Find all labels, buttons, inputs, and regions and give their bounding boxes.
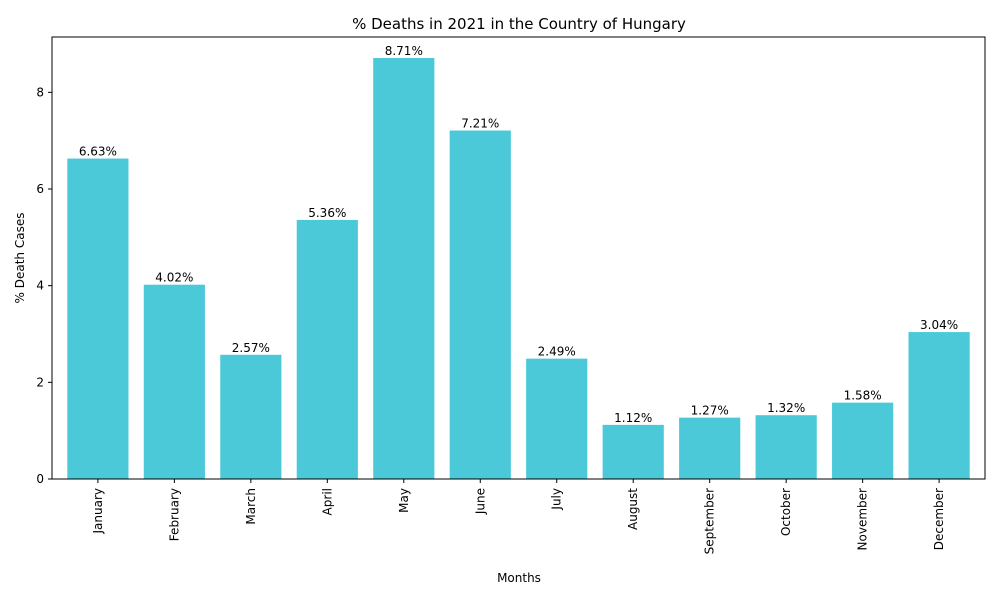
bars-group [67,58,970,480]
value-label-november: 1.58% [844,389,882,403]
value-label-january: 6.63% [79,145,117,159]
bar-march [220,354,282,479]
bar-july [526,358,588,479]
value-labels-group: 6.63% 4.02% 2.57% 5.36% 8.71% 7.21% 2.49% 1.12%… [79,44,958,425]
x-axis: January February March April May June July Augu… [91,479,946,554]
value-label-may: 8.71% [385,44,423,58]
y-tick-label-4: 4 [36,279,44,293]
y-tick-label-0: 0 [36,472,44,486]
x-tick-label-april: April [320,488,334,515]
bar-may [373,58,435,480]
x-tick-label-august: August [626,488,640,530]
bar-january [67,158,129,479]
bar-february [143,284,205,479]
x-tick-label-september: September [703,488,717,554]
bar-august [602,424,664,479]
value-label-august: 1.12% [614,411,652,425]
x-axis-label: Months [497,571,541,585]
x-tick-label-may: May [397,488,411,513]
value-label-december: 3.04% [920,318,958,332]
value-label-october: 1.32% [767,401,805,415]
value-label-february: 4.02% [155,271,193,285]
value-label-march: 2.57% [232,341,270,355]
x-tick-label-march: March [244,488,258,525]
chart-title: % Deaths in 2021 in the Country of Hunga… [352,15,686,33]
value-label-july: 2.49% [538,345,576,359]
x-tick-label-july: July [550,488,564,511]
plot-frame [51,36,986,480]
bar-june [449,130,511,479]
y-axis-label: % Death Cases [13,213,27,304]
bar-september [679,417,741,479]
value-label-june: 7.21% [461,117,499,131]
x-tick-label-june: June [473,488,487,515]
x-tick-label-november: November [856,488,870,550]
x-tick-label-december: December [932,488,946,550]
y-tick-label-2: 2 [36,375,44,389]
value-label-april: 5.36% [308,206,346,220]
bar-april [296,219,358,479]
value-label-september: 1.27% [691,404,729,418]
bar-october [755,415,817,479]
bar-december [908,332,970,479]
y-tick-label-6: 6 [36,182,44,196]
bar-november [832,402,894,479]
x-tick-label-february: February [167,488,181,541]
x-tick-label-october: October [779,488,793,536]
x-tick-label-january: January [91,488,105,535]
y-tick-label-8: 8 [36,85,44,99]
y-axis: 0 2 4 6 8 [36,85,52,486]
